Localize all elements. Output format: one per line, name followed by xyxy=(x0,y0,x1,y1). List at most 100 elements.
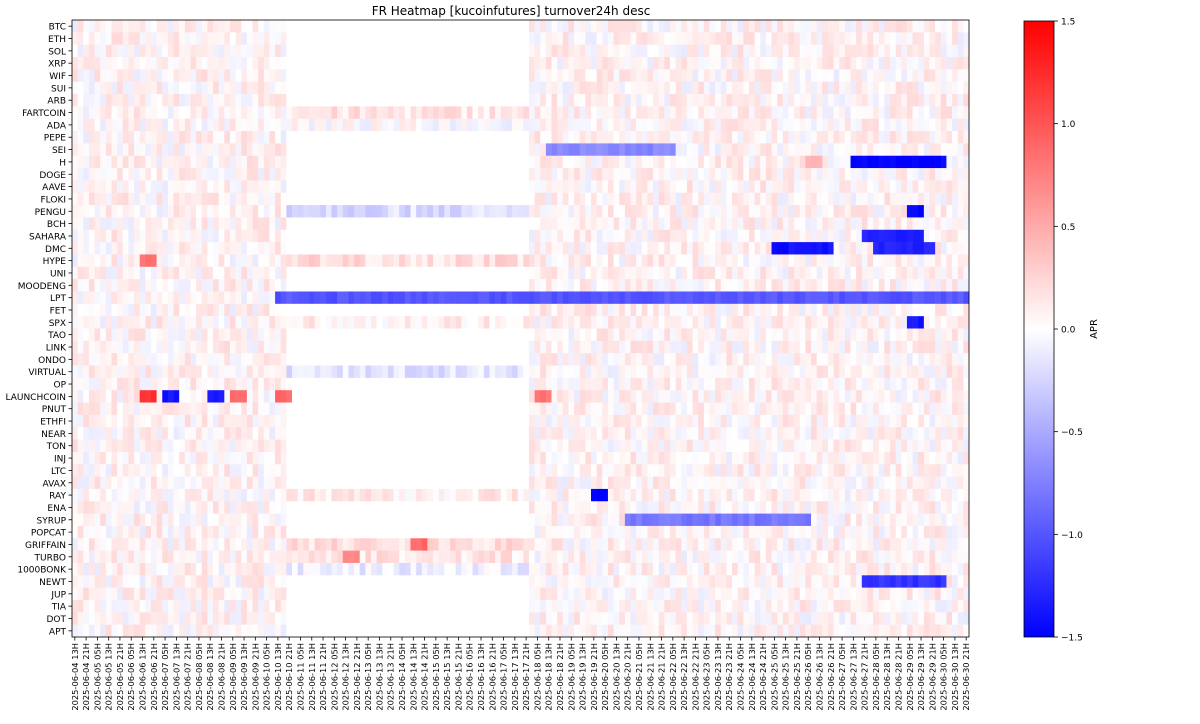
heatmap-cell xyxy=(765,279,772,292)
heatmap-cell xyxy=(303,131,310,144)
heatmap-cell xyxy=(83,266,90,280)
heatmap-cell xyxy=(399,229,406,243)
heatmap-cell xyxy=(444,168,451,181)
heatmap-cell xyxy=(963,217,970,231)
heatmap-cell xyxy=(224,57,231,70)
heatmap-cell xyxy=(201,303,208,317)
heatmap-cell xyxy=(528,279,535,292)
heatmap-cell xyxy=(799,217,806,231)
heatmap-cell xyxy=(500,279,507,292)
heatmap-cell xyxy=(636,44,643,58)
heatmap-cell xyxy=(150,291,157,305)
heatmap-cell xyxy=(523,303,530,317)
heatmap-cell xyxy=(918,328,925,342)
heatmap-cell xyxy=(726,94,733,107)
heatmap-cell xyxy=(303,217,310,231)
heatmap-cell xyxy=(292,291,298,305)
heatmap-cell xyxy=(918,205,925,218)
heatmap-cell xyxy=(190,143,197,157)
heatmap-cell xyxy=(675,81,682,95)
heatmap-cell xyxy=(173,229,180,243)
heatmap-cell xyxy=(117,340,124,354)
heatmap-cell xyxy=(619,340,626,354)
heatmap-cell xyxy=(562,205,569,218)
heatmap-cell xyxy=(88,291,95,305)
heatmap-cell xyxy=(275,118,282,132)
heatmap-cell xyxy=(827,57,834,70)
heatmap-cell xyxy=(354,316,361,329)
heatmap-cell xyxy=(325,143,332,157)
heatmap-cell xyxy=(410,402,417,416)
heatmap-cell xyxy=(912,390,919,403)
heatmap-cell xyxy=(963,242,970,255)
heatmap-cell xyxy=(658,168,665,181)
heatmap-cell xyxy=(263,328,270,342)
heatmap-cell xyxy=(574,192,581,206)
heatmap-cell xyxy=(952,291,959,305)
heatmap-cell xyxy=(500,328,507,342)
heatmap-cell xyxy=(145,279,152,292)
heatmap-cell xyxy=(438,254,445,268)
heatmap-cell xyxy=(83,205,90,218)
heatmap-cell xyxy=(799,205,806,218)
heatmap-cell xyxy=(179,32,186,45)
heatmap-cell xyxy=(613,44,620,58)
heatmap-cell xyxy=(387,242,394,255)
heatmap-cell xyxy=(184,81,191,95)
heatmap-cell xyxy=(297,32,304,45)
heatmap-cell xyxy=(117,69,124,82)
heatmap-cell xyxy=(433,168,439,181)
heatmap-cell xyxy=(252,94,259,107)
heatmap-cell xyxy=(280,131,287,144)
heatmap-cell xyxy=(156,303,163,317)
heatmap-cell xyxy=(765,390,772,403)
heatmap-cell xyxy=(619,217,626,231)
heatmap-cell xyxy=(190,94,197,107)
heatmap-cell xyxy=(952,254,959,268)
heatmap-cell xyxy=(292,131,298,144)
heatmap-cell xyxy=(726,340,733,354)
heatmap-cell xyxy=(545,353,552,366)
heatmap-cell xyxy=(878,377,885,391)
heatmap-cell xyxy=(895,32,902,45)
heatmap-cell xyxy=(359,328,366,342)
heatmap-cell xyxy=(890,32,896,45)
heatmap-cell xyxy=(150,254,157,268)
heatmap-cell xyxy=(117,20,124,33)
heatmap-cell xyxy=(534,365,541,379)
heatmap-cell xyxy=(83,365,90,379)
heatmap-cell xyxy=(923,81,930,95)
heatmap-cell xyxy=(320,192,327,206)
heatmap-cell xyxy=(117,143,124,157)
heatmap-cell xyxy=(619,32,626,45)
heatmap-cell xyxy=(794,81,801,95)
heatmap-cell xyxy=(77,57,84,70)
heatmap-cell xyxy=(77,168,84,181)
heatmap-cell xyxy=(122,143,129,157)
heatmap-cell xyxy=(308,155,315,169)
heatmap-cell xyxy=(416,118,423,132)
heatmap-cell xyxy=(229,390,236,403)
heatmap-cell xyxy=(754,69,761,82)
heatmap-cell xyxy=(213,205,219,218)
heatmap-cell xyxy=(737,217,744,231)
heatmap-cell xyxy=(861,192,868,206)
heatmap-cell xyxy=(591,118,597,132)
heatmap-cell xyxy=(777,254,784,268)
heatmap-cell xyxy=(613,205,620,218)
heatmap-cell xyxy=(150,303,157,317)
heatmap-cell xyxy=(348,155,355,169)
heatmap-cell xyxy=(709,94,716,107)
heatmap-cell xyxy=(551,168,558,181)
heatmap-cell xyxy=(145,106,152,120)
heatmap-cell xyxy=(664,217,671,231)
heatmap-cell xyxy=(585,69,592,82)
heatmap-cell xyxy=(438,131,445,144)
heatmap-cell xyxy=(681,254,688,268)
heatmap-cell xyxy=(918,340,925,354)
heatmap-cell xyxy=(963,155,970,169)
heatmap-cell xyxy=(675,32,682,45)
heatmap-cell xyxy=(122,402,129,416)
heatmap-cell xyxy=(602,340,609,354)
heatmap-cell xyxy=(929,81,936,95)
